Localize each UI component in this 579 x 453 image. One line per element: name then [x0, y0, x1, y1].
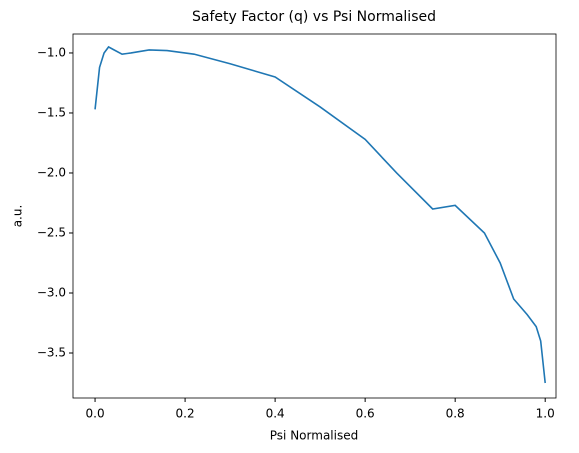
y-tick-label: −1.5 — [37, 105, 66, 119]
x-axis-label: Psi Normalised — [270, 429, 358, 443]
x-tick-label: 0.6 — [356, 407, 375, 421]
chart-title: Safety Factor (q) vs Psi Normalised — [192, 9, 436, 25]
y-tick-label: −3.0 — [37, 285, 66, 299]
y-axis-label: a.u. — [11, 205, 25, 228]
x-tick-label: 0.4 — [266, 407, 285, 421]
plot-frame — [72, 33, 557, 399]
x-tick-label: 0.8 — [446, 407, 465, 421]
y-tick-label: −2.0 — [37, 165, 66, 179]
x-tick-label: 1.0 — [536, 407, 555, 421]
line — [94, 45, 546, 384]
y-tick-label: −3.5 — [37, 345, 66, 359]
x-tick-label: 0.0 — [86, 407, 105, 421]
y-tick-label: −1.0 — [37, 45, 66, 59]
y-tick-label: −2.5 — [37, 225, 66, 239]
x-tick-label: 0.2 — [176, 407, 195, 421]
